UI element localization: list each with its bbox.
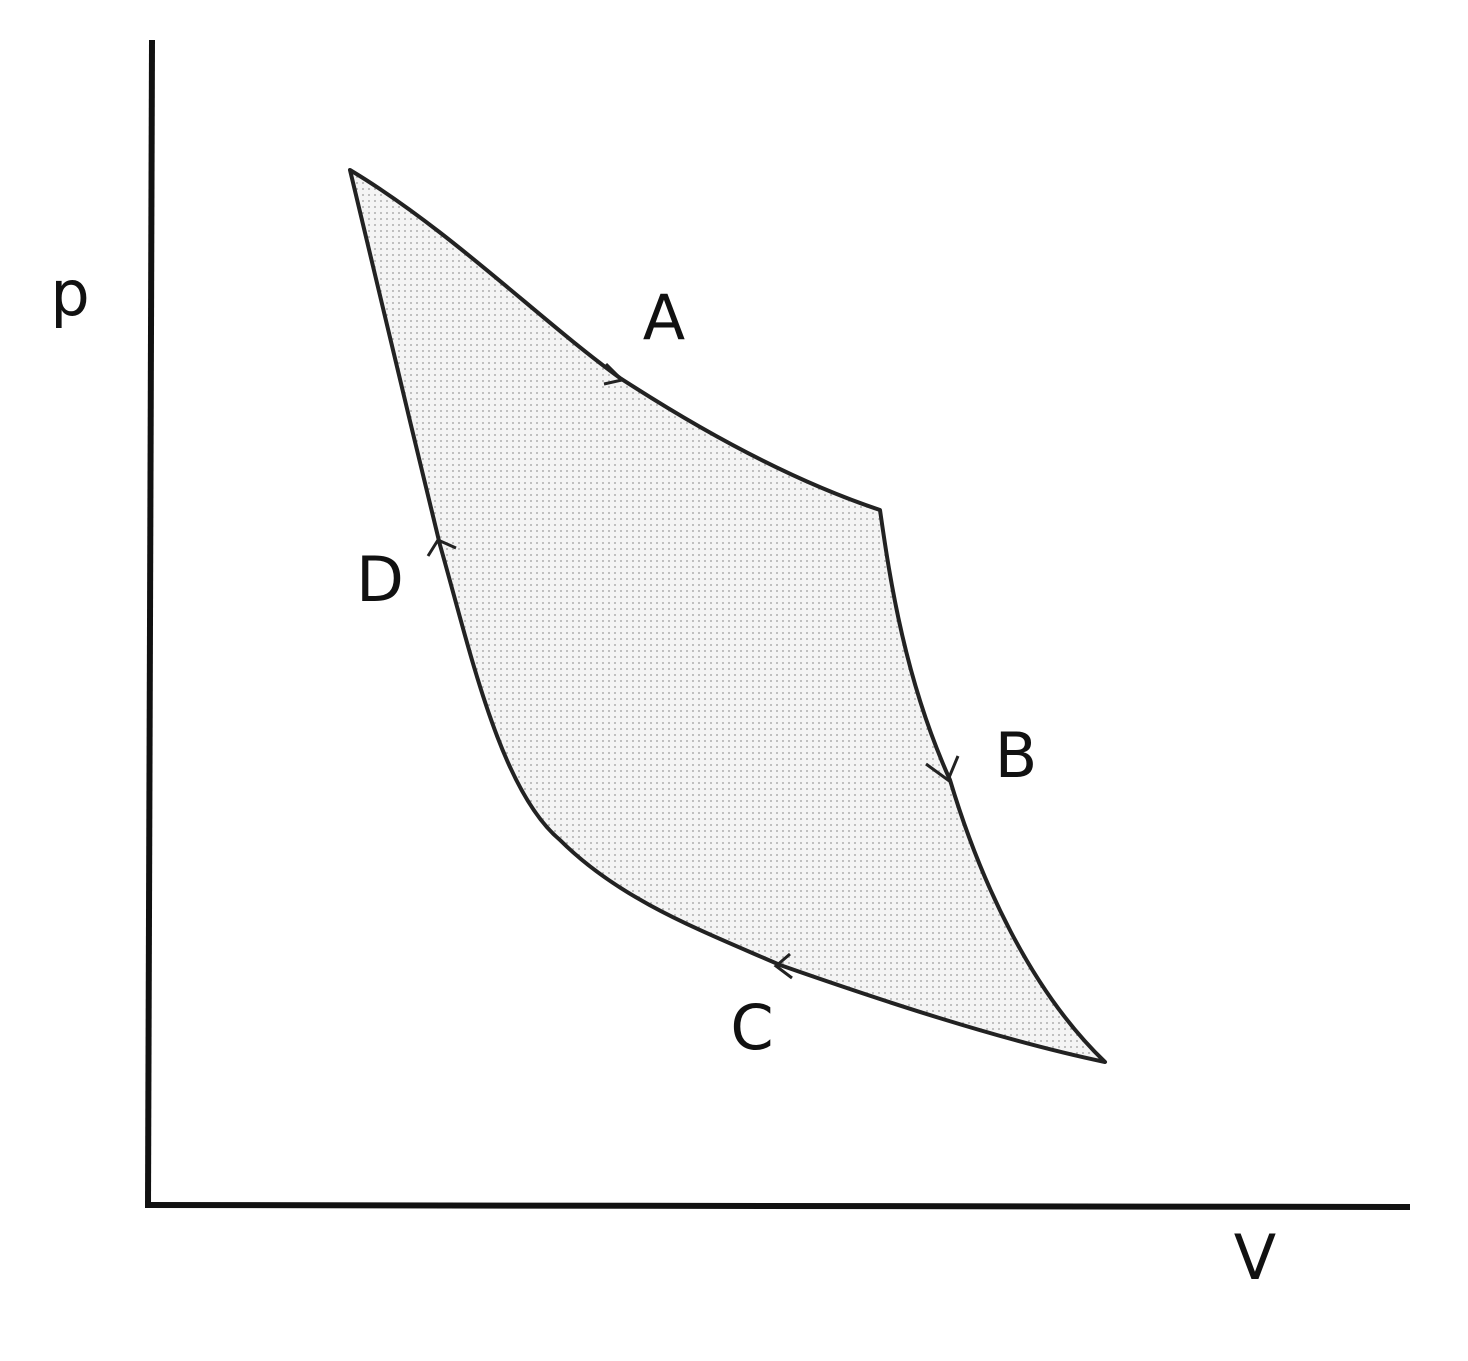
arrow-d — [426, 538, 457, 557]
arrow-b — [925, 755, 960, 783]
cycle — [348, 168, 1107, 1064]
process-label: D — [356, 543, 404, 616]
y-axis-label: p — [50, 257, 89, 330]
process-label: B — [995, 719, 1038, 792]
x-axis-label: V — [1234, 1221, 1276, 1294]
process-label: C — [730, 991, 773, 1064]
y-axis — [145, 39, 155, 1207]
x-axis — [144, 1202, 1411, 1210]
arrow-a — [603, 362, 625, 386]
process-label: A — [643, 281, 685, 354]
arrow-c — [773, 952, 793, 980]
